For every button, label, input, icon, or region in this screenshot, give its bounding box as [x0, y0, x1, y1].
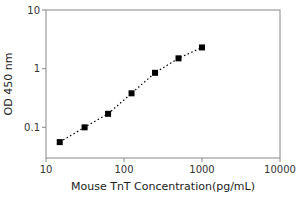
chart-container: 10 100 1000 10000 0.1 1 10 Mouse TnT Concentrat… [0, 0, 300, 200]
y-tick [42, 10, 46, 11]
y-tick-label: 1 [34, 63, 40, 74]
x-tick [46, 158, 47, 162]
x-tick-label: 10000 [264, 164, 296, 175]
y-tick-label: 10 [27, 5, 40, 16]
chart: 10 100 1000 10000 0.1 1 10 Mouse TnT Concentrat… [0, 0, 300, 200]
data-point [199, 44, 205, 50]
data-point [176, 55, 182, 61]
x-tick [202, 158, 203, 162]
y-tick [42, 68, 46, 69]
y-axis-label: OD 450 nm [2, 53, 15, 116]
plot-frame [46, 10, 280, 158]
y-tick-label: 0.1 [24, 122, 40, 133]
x-tick-label: 1000 [189, 164, 214, 175]
x-tick-label: 10 [40, 164, 53, 175]
y-tick [42, 127, 46, 128]
data-point [105, 111, 111, 117]
data-point [57, 139, 63, 145]
data-point [82, 124, 88, 130]
x-tick [280, 158, 281, 162]
x-tick-label: 100 [114, 164, 133, 175]
x-tick [124, 158, 125, 162]
data-line [60, 47, 202, 142]
plot-area [57, 44, 205, 145]
x-axis-label: Mouse TnT Concentration(pg/mL) [71, 180, 255, 193]
data-point [129, 90, 135, 96]
data-point [152, 70, 158, 76]
